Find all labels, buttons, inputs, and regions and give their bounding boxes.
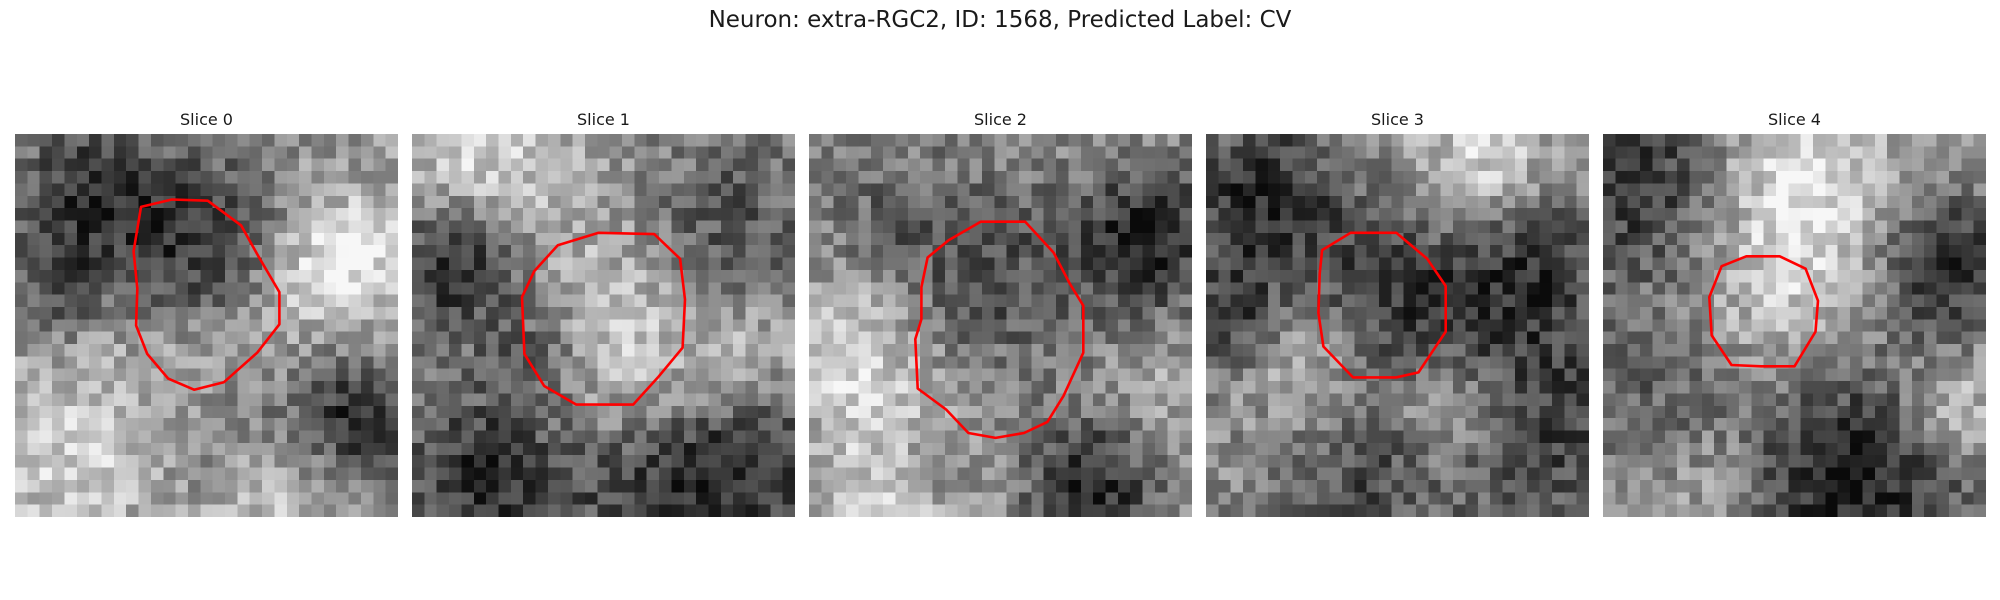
cell-contour-2 (914, 220, 1085, 440)
slice-title-4: Slice 4 (1768, 110, 1821, 129)
slice-title-1: Slice 1 (577, 110, 630, 129)
slice-panel-1: Slice 1 (412, 110, 795, 517)
slice-image-1 (412, 134, 795, 517)
slice-title-0: Slice 0 (180, 110, 233, 129)
slice-panel-4: Slice 4 (1603, 110, 1986, 517)
cell-contour-0 (132, 198, 281, 391)
slice-image-3 (1206, 134, 1589, 517)
slice-panel-2: Slice 2 (809, 110, 1192, 517)
slice-image-0 (15, 134, 398, 517)
slice-panel-3: Slice 3 (1206, 110, 1589, 517)
slice-title-2: Slice 2 (974, 110, 1027, 129)
slice-image-4 (1603, 134, 1986, 517)
cell-contour-3 (1317, 231, 1447, 379)
figure-title: Neuron: extra-RGC2, ID: 1568, Predicted … (708, 7, 1292, 33)
cell-contour-4 (1708, 255, 1820, 368)
slice-panel-0: Slice 0 (15, 110, 398, 517)
slice-title-3: Slice 3 (1371, 110, 1424, 129)
cell-contour-1 (520, 231, 687, 406)
slice-image-2 (809, 134, 1192, 517)
